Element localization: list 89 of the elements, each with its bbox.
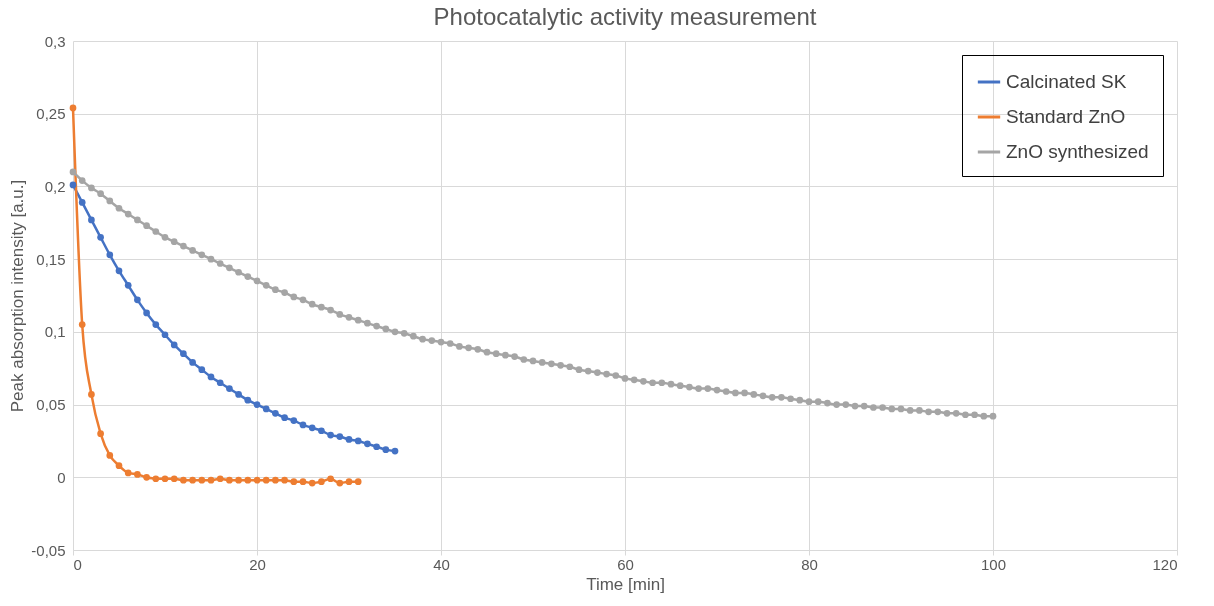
y-tick-label: 0,2 <box>44 177 66 195</box>
point <box>336 479 344 487</box>
point <box>170 341 178 349</box>
point <box>235 391 242 398</box>
point <box>373 443 380 451</box>
point <box>180 476 187 484</box>
point <box>161 475 169 483</box>
x-tick-label: 80 <box>801 555 818 573</box>
point <box>244 396 252 404</box>
point <box>318 427 325 435</box>
point <box>336 433 344 440</box>
point <box>235 476 242 484</box>
legend-label: Standard ZnO <box>1006 106 1126 127</box>
y-tick-label: 0,3 <box>44 32 66 50</box>
point <box>262 476 270 484</box>
point <box>106 251 114 259</box>
point <box>69 181 77 189</box>
point <box>262 405 270 413</box>
point <box>170 475 178 483</box>
y-tick-label: 0,1 <box>44 323 66 341</box>
point <box>189 476 196 484</box>
point <box>207 373 215 381</box>
point <box>115 462 123 469</box>
point <box>345 436 353 443</box>
point <box>115 267 123 275</box>
point <box>290 478 298 485</box>
point <box>124 469 132 477</box>
y-tick-label: 0,15 <box>36 250 66 268</box>
point <box>207 476 215 484</box>
y-tick-label: 0 <box>57 468 66 486</box>
point <box>88 391 95 398</box>
legend-label: Calcinated SK <box>1006 71 1127 92</box>
point <box>198 366 206 374</box>
x-tick-label: 40 <box>433 555 450 573</box>
point <box>244 476 252 484</box>
point <box>97 430 104 437</box>
point <box>391 447 399 455</box>
point <box>226 476 233 484</box>
point <box>189 359 196 366</box>
point <box>345 478 353 485</box>
point <box>354 437 362 445</box>
point <box>354 478 362 485</box>
y-tick-label: 0,25 <box>36 105 66 123</box>
point <box>253 476 261 484</box>
point <box>308 479 316 487</box>
point <box>226 385 233 392</box>
point <box>88 216 95 224</box>
point <box>78 321 86 328</box>
legend-label: ZnO synthesized <box>1006 141 1149 162</box>
point <box>69 104 77 112</box>
point <box>290 417 298 424</box>
point <box>272 409 279 417</box>
x-tick-label: 60 <box>617 555 634 573</box>
point <box>180 350 187 358</box>
x-tick-label: 20 <box>249 555 266 573</box>
point <box>253 401 261 408</box>
y-tick-label: 0,05 <box>36 396 66 414</box>
point <box>78 199 86 206</box>
point <box>97 233 104 241</box>
point <box>327 431 334 439</box>
point <box>161 331 169 339</box>
point <box>124 281 132 289</box>
point <box>134 296 141 304</box>
point <box>272 476 279 484</box>
y-tick-label: -0,05 <box>31 541 66 559</box>
point <box>308 424 316 432</box>
point <box>364 440 371 448</box>
point <box>152 321 160 328</box>
point <box>134 471 141 478</box>
x-tick-label: 100 <box>980 555 1007 573</box>
x-tick-label: 120 <box>1152 555 1178 573</box>
point <box>382 446 390 453</box>
point <box>198 476 206 484</box>
chart-title: Photocatalytic activity measurement <box>433 3 817 30</box>
point <box>281 476 288 484</box>
point <box>281 414 288 422</box>
point <box>152 475 160 483</box>
x-tick-label: 0 <box>73 555 82 573</box>
point <box>143 309 150 317</box>
point <box>327 475 334 483</box>
y-axis-title: Peak absorption intensity [a.u.] <box>8 179 28 413</box>
x-axis-title: Time [min] <box>586 574 665 594</box>
point <box>216 379 224 387</box>
point <box>299 478 307 485</box>
point <box>216 475 224 483</box>
point <box>299 421 307 429</box>
point <box>106 452 114 459</box>
point <box>143 473 150 481</box>
point <box>318 478 325 485</box>
